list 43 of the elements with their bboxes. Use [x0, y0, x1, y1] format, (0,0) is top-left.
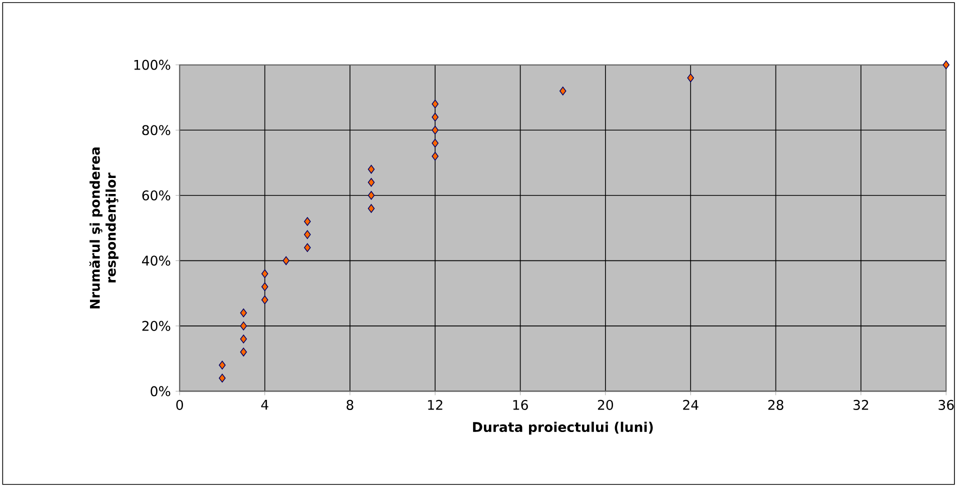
point	[240, 308, 247, 318]
y-tick-label: 40%	[142, 256, 170, 266]
y-tick-label: 80%	[142, 125, 170, 136]
point	[432, 152, 439, 161]
point	[368, 178, 375, 187]
point	[240, 334, 247, 344]
point	[282, 256, 290, 266]
point	[218, 374, 226, 383]
point	[304, 243, 311, 252]
y-axis-title: Nrumărul şi ponderea respondenţilor	[89, 147, 118, 308]
y-tick-label: 0%	[150, 386, 170, 396]
x-tick-label: 36	[938, 400, 954, 410]
point	[942, 60, 950, 70]
point	[261, 282, 268, 292]
y-tick-label: 60%	[142, 190, 170, 200]
point	[432, 126, 439, 135]
x-tick-label: 8	[346, 400, 354, 410]
x-tick-label: 16	[513, 400, 528, 410]
x-tick-label: 12	[428, 400, 442, 410]
point	[368, 204, 375, 213]
point	[432, 138, 439, 148]
y-tick-label: 100%	[134, 60, 170, 70]
point	[304, 217, 311, 226]
point	[261, 295, 268, 304]
point	[432, 112, 439, 122]
point	[240, 322, 247, 330]
x-tick-label: 0	[176, 400, 184, 410]
point	[261, 269, 268, 278]
x-axis-title: Durata proiectului (luni)	[473, 422, 653, 435]
x-tick-label: 28	[768, 400, 784, 410]
x-tick-label: 4	[261, 400, 268, 410]
x-tick-label: 32	[854, 400, 868, 410]
point	[218, 360, 226, 370]
point	[368, 164, 375, 174]
point	[559, 86, 566, 96]
point	[368, 191, 375, 200]
x-tick-label: 24	[683, 400, 698, 410]
y-tick-label: 20%	[142, 320, 170, 331]
point	[304, 230, 311, 239]
x-tick-label: 20	[598, 400, 614, 410]
point	[432, 100, 439, 108]
point	[240, 348, 247, 356]
point	[687, 74, 694, 82]
